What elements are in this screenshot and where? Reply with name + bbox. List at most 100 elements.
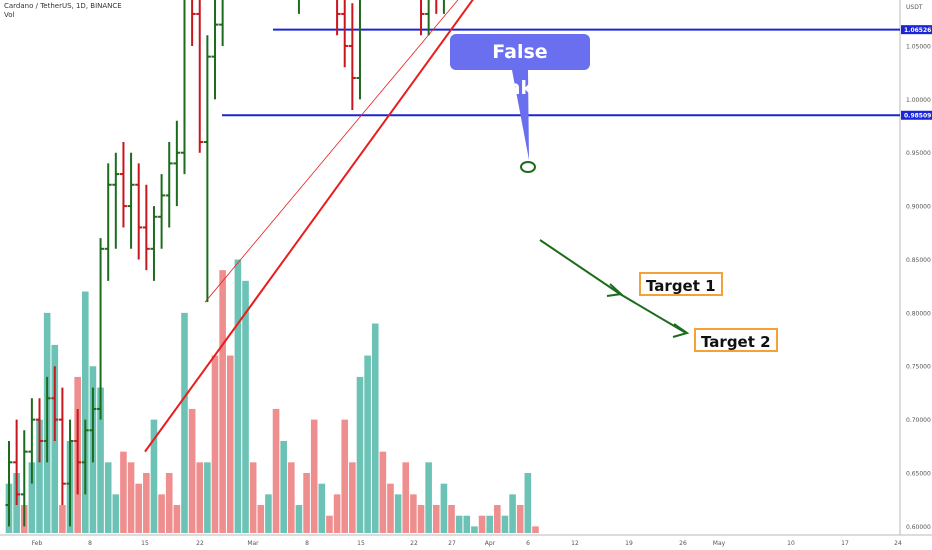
volume-bar xyxy=(379,451,387,533)
time-tick-label: 17 xyxy=(841,540,849,547)
price-tick-label: 0.80000 xyxy=(906,310,931,317)
volume-bar xyxy=(249,462,257,533)
time-tick-label: 19 xyxy=(625,540,633,547)
volume-bar xyxy=(356,376,364,533)
time-tick-label: 6 xyxy=(526,540,530,547)
time-tick-label: 15 xyxy=(141,540,149,547)
price-tag-target1-bg xyxy=(901,25,932,35)
volume-bar xyxy=(211,355,219,533)
volume-bar xyxy=(120,451,127,533)
volume-bar xyxy=(463,515,471,533)
volume-bar xyxy=(333,494,341,533)
volume-bar xyxy=(402,462,410,533)
volume-bar xyxy=(257,505,265,533)
price-tag-target2-bg xyxy=(901,110,932,120)
volume-bar xyxy=(104,462,112,533)
volume-bar xyxy=(471,526,478,533)
volume-bar xyxy=(486,515,493,533)
volume-bar xyxy=(303,473,310,533)
price-tag-target2: 0.98509 xyxy=(904,112,931,119)
price-tick-label: 0.95000 xyxy=(906,150,931,157)
price-tag-target1: 1.06526 xyxy=(904,27,931,34)
false-breakout-callout: False breakout xyxy=(450,34,590,99)
volume-bar xyxy=(310,419,318,533)
time-tick-label: 22 xyxy=(410,540,418,547)
volume-bar xyxy=(112,494,120,533)
volume-bar xyxy=(425,462,432,533)
volume-bar xyxy=(143,473,150,533)
volume-bar xyxy=(280,440,287,533)
volume-bar xyxy=(349,462,356,533)
uptrend-line xyxy=(144,0,474,453)
volume-bar xyxy=(394,494,402,533)
projection-arrowhead-1 xyxy=(606,283,624,297)
volume-bar xyxy=(173,505,181,533)
target2-label: Target 2 xyxy=(694,328,778,352)
time-tick-label: 26 xyxy=(679,540,687,547)
volume-bar xyxy=(59,505,66,533)
time-tick-label: Mar xyxy=(247,540,259,547)
volume-bar xyxy=(135,483,143,533)
breakout-marker xyxy=(520,161,536,173)
volume-bar xyxy=(532,526,539,533)
symbol-header: Cardano / TetherUS, 1D, BINANCE xyxy=(4,2,122,10)
volume-bar xyxy=(455,515,463,533)
time-tick-label: Feb xyxy=(32,540,43,547)
volume-bar xyxy=(36,419,43,533)
time-tick-label: 22 xyxy=(196,540,204,547)
volume-bar xyxy=(82,291,89,533)
volume-bar xyxy=(181,312,188,533)
axis-currency-label: USDT xyxy=(906,4,923,11)
projection-arrowhead-2 xyxy=(672,323,690,338)
price-tick-label: 0.65000 xyxy=(906,471,931,478)
volume-bar xyxy=(288,462,295,533)
volume-bar xyxy=(509,494,516,533)
volume-bar xyxy=(165,473,173,533)
time-tick-label: Apr xyxy=(485,540,496,547)
volume-bar xyxy=(448,505,455,533)
time-tick-label: 15 xyxy=(357,540,365,547)
volume-bar xyxy=(516,505,524,533)
volume-bar xyxy=(196,462,204,533)
time-tick-label: May xyxy=(713,540,726,547)
time-tick-label: 12 xyxy=(571,540,579,547)
price-tick-label: 1.05000 xyxy=(906,43,931,50)
volume-bar xyxy=(364,355,371,533)
volume-bar xyxy=(97,387,104,533)
volume-bar xyxy=(501,515,509,533)
volume-bar xyxy=(326,515,333,533)
volume-bar xyxy=(318,483,326,533)
time-tick-label: 8 xyxy=(88,540,92,547)
price-tick-label: 0.85000 xyxy=(906,257,931,264)
volume-bar xyxy=(234,259,242,533)
volume-bar xyxy=(387,483,394,533)
volume-bar xyxy=(28,462,36,533)
volume-bar xyxy=(150,419,158,533)
price-tick-label: 0.90000 xyxy=(906,204,931,211)
time-tick-label: 27 xyxy=(448,540,456,547)
volume-bar xyxy=(272,408,280,533)
price-tick-label: 0.60000 xyxy=(906,524,931,531)
volume-bar xyxy=(158,494,165,533)
time-tick-label: 24 xyxy=(894,540,902,547)
volume-bar xyxy=(219,270,226,533)
time-tick-label: 8 xyxy=(305,540,309,547)
volume-bar xyxy=(265,494,272,533)
volume-bar xyxy=(295,505,303,533)
price-tick-label: 0.75000 xyxy=(906,364,931,371)
volume-bar xyxy=(188,408,196,533)
volume-bar xyxy=(226,355,234,533)
volume-bar xyxy=(494,505,501,533)
target1-label: Target 1 xyxy=(639,272,723,296)
time-tick-label: 10 xyxy=(787,540,795,547)
price-tick-label: 1.00000 xyxy=(906,97,931,104)
volume-bar xyxy=(440,483,448,533)
volume-bar xyxy=(127,462,135,533)
false-breakout-pointer xyxy=(512,70,529,160)
volume-bar xyxy=(410,494,417,533)
uptrend-line-thin xyxy=(204,0,459,303)
volume-bar xyxy=(204,462,211,533)
volume-bar xyxy=(524,473,532,533)
